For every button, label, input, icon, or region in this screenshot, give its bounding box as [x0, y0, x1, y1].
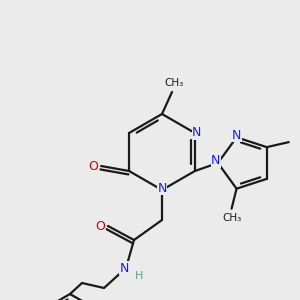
Text: O: O [95, 220, 105, 232]
Text: N: N [119, 262, 129, 275]
Text: CH₃: CH₃ [222, 213, 241, 223]
Text: O: O [88, 160, 98, 172]
Text: H: H [135, 271, 143, 281]
Text: N: N [157, 182, 167, 194]
Text: N: N [192, 127, 202, 140]
Text: N: N [232, 129, 241, 142]
Text: CH₃: CH₃ [164, 78, 184, 88]
Text: N: N [211, 154, 220, 167]
